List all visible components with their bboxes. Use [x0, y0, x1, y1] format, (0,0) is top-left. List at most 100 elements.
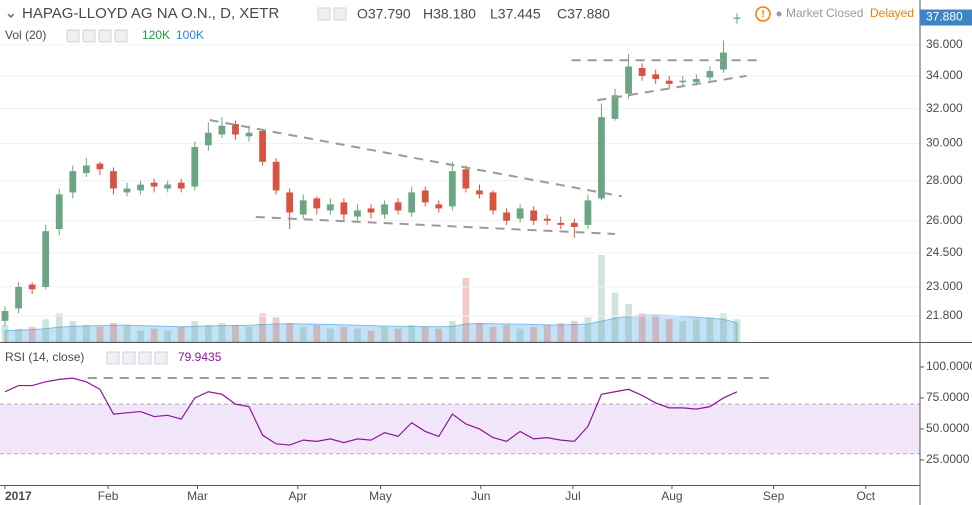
volume-title: Vol (20)	[5, 28, 46, 42]
candle-body	[55, 194, 63, 230]
settings-icon[interactable]	[122, 351, 136, 365]
volume-bar	[476, 323, 483, 342]
volume-bar	[543, 324, 551, 342]
format-icon[interactable]	[98, 29, 112, 43]
header: ⌄ HAPAG-LLOYD AG NA O.N., D, XETR O37.79…	[4, 5, 914, 365]
trend-line	[597, 74, 747, 102]
candle-body	[218, 125, 226, 135]
volume-bar	[706, 317, 714, 342]
alert-mark: !	[761, 9, 764, 20]
open-value: O37.790	[357, 6, 411, 22]
candle-body	[435, 204, 443, 209]
volume-bar	[611, 292, 619, 342]
volume-bar	[665, 319, 673, 342]
candle-body	[164, 184, 172, 189]
candle-body	[516, 208, 524, 219]
x-tick-label: Jun	[471, 489, 490, 503]
volume-bar	[177, 326, 185, 342]
candle-body	[354, 210, 361, 217]
candle-body	[503, 212, 510, 221]
format-icon[interactable]	[138, 351, 152, 365]
volume-bar	[408, 324, 416, 342]
close-icon[interactable]	[154, 351, 168, 365]
volume-bar	[421, 326, 429, 342]
volume-bar	[1, 324, 9, 342]
candle-body	[245, 132, 253, 137]
volume-bar	[625, 304, 632, 342]
volume-bar	[164, 330, 172, 342]
y-tick-label: 50.0000	[926, 421, 970, 435]
x-tick-label: Mar	[187, 489, 208, 503]
volume-bar	[530, 326, 538, 342]
candle-body	[733, 17, 741, 19]
collapse-icon[interactable]: ⌄	[5, 5, 17, 21]
eye-icon[interactable]	[66, 29, 80, 43]
candle-body	[340, 202, 348, 215]
x-tick-label: Apr	[288, 489, 307, 503]
volume-bar	[448, 321, 456, 342]
candle-body	[584, 200, 592, 225]
y-tick-label: 26.000	[926, 213, 963, 227]
volume-bar	[570, 321, 578, 342]
x-tick-label: May	[369, 489, 392, 503]
volume-bar	[232, 324, 239, 342]
candle-body	[123, 188, 131, 193]
candle-body	[177, 182, 185, 189]
settings-icon[interactable]	[333, 7, 347, 21]
market-status: Market Closed	[786, 6, 863, 20]
candle-body	[625, 66, 632, 94]
y-tick-label: 24.500	[926, 245, 963, 259]
candle-body	[1, 310, 9, 321]
volume-bar	[313, 324, 321, 342]
candle-body	[394, 202, 402, 211]
candle-body	[408, 192, 416, 213]
volume-bar	[55, 313, 63, 342]
candle-body	[204, 132, 212, 146]
volume-bar	[245, 326, 253, 342]
volume-bar	[584, 317, 592, 342]
volume-bar	[720, 313, 727, 342]
volume-bar	[692, 319, 700, 342]
volume-bar	[489, 326, 497, 342]
volume-bar	[326, 328, 334, 342]
eye-icon[interactable]	[106, 351, 120, 365]
trend-line	[255, 216, 616, 235]
candle-body	[652, 74, 660, 80]
close-icon[interactable]	[114, 29, 128, 43]
volume-bar	[652, 315, 660, 342]
volume-bar	[638, 313, 646, 342]
candle-body	[367, 208, 375, 213]
candle-body	[150, 182, 158, 187]
eye-icon[interactable]	[317, 7, 331, 21]
volume-bar	[110, 323, 117, 342]
candle-body	[598, 117, 605, 199]
volume-bar	[259, 313, 266, 342]
candle-body	[530, 210, 538, 221]
volume-bar	[82, 324, 90, 342]
y-tick-label: 34.000	[926, 68, 963, 82]
volume-bar	[15, 328, 22, 342]
candle-body	[259, 131, 266, 162]
volume-bar	[28, 326, 36, 342]
settings-icon[interactable]	[82, 29, 96, 43]
candle-body	[421, 190, 429, 203]
candle-body	[232, 124, 239, 135]
candle-body	[313, 198, 321, 209]
volume-bar	[96, 326, 104, 342]
rsi-title: RSI (14, close)	[5, 350, 84, 364]
volume-bar	[598, 254, 605, 342]
y-tick-label: 21.800	[926, 308, 963, 322]
candle-body	[692, 79, 700, 83]
alert-icon[interactable]	[755, 6, 771, 22]
candle-body	[272, 161, 280, 191]
volume-bar	[733, 319, 741, 342]
spacer	[4, 5, 18, 23]
volume-bar	[462, 277, 470, 342]
volume-bar	[137, 330, 144, 342]
volume-bar	[191, 321, 199, 342]
rsi-line	[4, 377, 738, 446]
volume-bar	[679, 321, 687, 342]
candle-body	[82, 165, 90, 174]
candle-body	[448, 171, 456, 207]
